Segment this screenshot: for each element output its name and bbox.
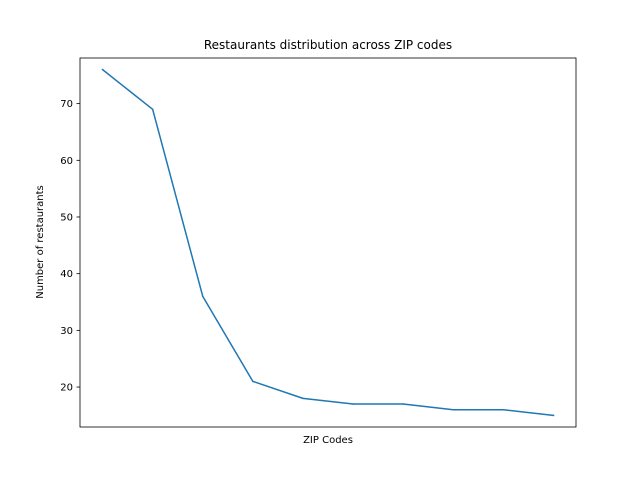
y-tick-label: 60 xyxy=(60,156,73,167)
y-tick-label: 50 xyxy=(60,212,73,223)
y-tick-label: 40 xyxy=(60,269,73,280)
data-point xyxy=(452,408,454,411)
y-tick-label: 20 xyxy=(60,383,73,394)
data-points xyxy=(101,68,555,417)
y-axis-label: Number of restaurants xyxy=(35,185,46,299)
data-point xyxy=(502,408,505,411)
plot-area-frame xyxy=(79,57,577,428)
y-axis-ticks: 20 30 40 50 60 70 xyxy=(60,99,80,394)
data-point xyxy=(302,397,304,400)
y-tick-label: 70 xyxy=(60,99,73,110)
data-point xyxy=(202,295,204,298)
chart-title: Restaurants distribution across ZIP code… xyxy=(204,38,452,52)
data-point xyxy=(252,380,254,383)
y-tick-label: 30 xyxy=(60,326,73,337)
series-line xyxy=(101,68,555,417)
data-point xyxy=(402,403,404,405)
data-point xyxy=(552,414,555,417)
data-point xyxy=(352,403,354,405)
data-point xyxy=(151,108,154,111)
x-axis-label: ZIP Codes xyxy=(303,435,353,446)
data-point xyxy=(101,68,104,71)
